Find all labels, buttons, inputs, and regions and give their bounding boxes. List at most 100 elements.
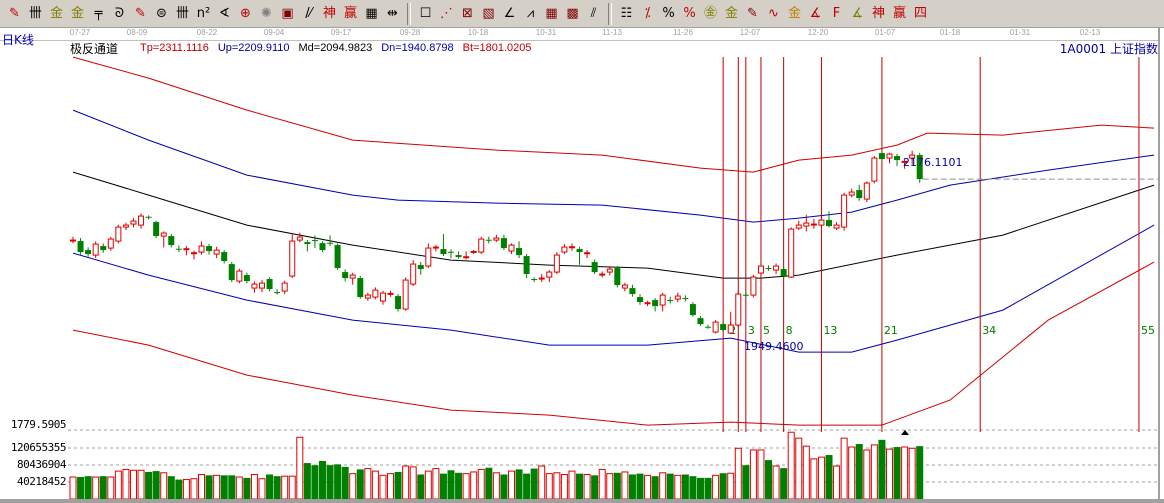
candle — [901, 159, 908, 169]
grid-icon[interactable]: ▦ — [545, 6, 558, 21]
candle-body — [689, 304, 696, 316]
candle-body — [107, 238, 114, 249]
candle — [387, 290, 394, 297]
win-line-icon[interactable]: 赢 — [343, 6, 357, 21]
n-square-icon[interactable]: n² — [196, 6, 211, 21]
fibonacci-label: 34 — [982, 324, 996, 337]
god-line-icon[interactable]: 神 — [322, 6, 336, 21]
volume-bar — [303, 463, 311, 499]
gold-lines-icon[interactable]: 金 — [724, 6, 738, 21]
candle — [349, 272, 356, 285]
pen-ruler-icon[interactable]: ✎ — [135, 6, 146, 21]
candle-body — [538, 277, 545, 280]
candle — [372, 287, 379, 300]
date-tick-label: 01-31 — [1009, 28, 1031, 37]
volume-bar — [439, 473, 447, 499]
angle-icon[interactable]: ∢ — [219, 6, 230, 21]
candle — [886, 152, 893, 164]
candle-body — [153, 222, 160, 237]
candle — [667, 296, 674, 304]
candle-body — [138, 215, 145, 226]
grid-2-icon[interactable]: ▩ — [566, 6, 579, 21]
volume-bar — [628, 474, 636, 499]
candle-body — [773, 265, 780, 271]
volume-bar — [576, 473, 584, 499]
candle — [448, 249, 454, 259]
volume-bar — [659, 472, 667, 500]
web-icon[interactable]: ✺ — [261, 6, 272, 21]
date-tick-label: 11-13 — [602, 28, 622, 37]
gold-line-2-icon[interactable]: 金 — [70, 6, 84, 21]
gold-angle-icon[interactable]: ∡ — [851, 6, 864, 21]
measure-icon[interactable]: ⇹ — [387, 6, 398, 21]
volume-bar — [205, 475, 213, 499]
percent-icon[interactable]: % — [662, 6, 675, 21]
hatch-icon[interactable]: ⫽ — [590, 6, 597, 21]
candle-body — [788, 228, 795, 278]
candle — [538, 274, 545, 283]
candle — [644, 300, 651, 307]
volume-bar — [485, 467, 493, 499]
volume-bar — [349, 473, 357, 500]
period-label[interactable]: 日K线 — [2, 33, 34, 47]
volume-bar — [583, 473, 591, 500]
four-angle-icon[interactable]: 四 — [913, 6, 927, 21]
candle — [206, 244, 213, 255]
box-icon[interactable]: ☐ — [419, 6, 432, 21]
sine-icon[interactable]: ∿ — [768, 6, 779, 21]
split-line-icon[interactable]: /⁄ — [305, 6, 312, 21]
f-angle-icon[interactable]: F — [832, 6, 841, 21]
volume-bar — [651, 476, 659, 499]
volume-bar — [107, 476, 115, 500]
percent-line-icon[interactable]: ⁒ — [644, 6, 651, 21]
candle-body — [652, 300, 659, 307]
volume-bar — [553, 472, 561, 500]
date-tick-label: 01-07 — [874, 28, 896, 37]
circle-scale-icon[interactable]: ⊜ — [156, 6, 167, 21]
gold-circle-icon[interactable]: ㊎ — [703, 6, 717, 21]
gold-line-icon[interactable]: 金 — [49, 6, 63, 21]
gann-fan-icon[interactable]: ∠ — [503, 6, 516, 21]
candle — [364, 292, 371, 301]
drawing-toolbar: ✎ 卌金金 ╤ ᘐ ✎ ⊜ 卌 n² ∢ ⊕ ✺ ▣/⁄ 神赢 ▦ ⇹ ☐ ⋰ ⊠ ▧ ∠ ⩘ ▦ ▩ ⫽ ☷ ⁒%% ㊎金 ✎ ∿ 金 ∡… — [0, 0, 1164, 28]
ruler-icon[interactable]: ▦ — [365, 6, 378, 21]
candle — [652, 298, 659, 312]
candle — [213, 246, 220, 259]
volume-bar — [387, 473, 395, 500]
candle-body — [742, 294, 749, 296]
parallel-lines-icon[interactable]: 卌 — [28, 6, 42, 21]
draw-pen-icon[interactable]: ✎ — [9, 6, 20, 21]
candle-body — [780, 269, 787, 277]
volume-bar — [749, 449, 757, 500]
fan-box-icon[interactable]: ⊠ — [462, 6, 473, 21]
volume-bar — [371, 470, 379, 500]
volume-bar — [447, 470, 455, 499]
volume-bar — [916, 446, 924, 499]
pen-level-icon[interactable]: ✎ — [747, 6, 758, 21]
volume-bar — [704, 477, 712, 499]
cycle-lines-icon[interactable]: 卌 — [175, 6, 189, 21]
candle — [357, 276, 364, 299]
win-angle-icon[interactable]: 赢 — [892, 6, 906, 21]
volume-bar — [455, 472, 463, 499]
gold-bar-icon[interactable]: 金 — [787, 6, 801, 21]
percent-lines-icon[interactable]: % — [683, 6, 696, 21]
list-icon[interactable]: ☷ — [620, 6, 633, 21]
spiral-icon[interactable]: ᘐ — [114, 6, 125, 21]
candle — [591, 259, 598, 275]
candle-body — [878, 153, 885, 160]
volume-bar — [145, 471, 153, 499]
volume-bar — [644, 474, 652, 500]
target-icon[interactable]: ⊕ — [240, 6, 251, 21]
wave-icon[interactable]: ⩘ — [526, 6, 535, 21]
f-line-icon[interactable]: ╤ — [94, 6, 103, 21]
j-angle-icon[interactable]: ∡ — [809, 6, 822, 21]
fan-icon[interactable]: ⋰ — [440, 6, 453, 21]
candle — [100, 243, 107, 253]
gann-box-icon[interactable]: ▧ — [482, 6, 495, 21]
god-angle-icon[interactable]: 神 — [871, 6, 885, 21]
candle — [621, 282, 628, 292]
box-web-icon[interactable]: ▣ — [281, 6, 294, 21]
candle — [531, 277, 538, 283]
